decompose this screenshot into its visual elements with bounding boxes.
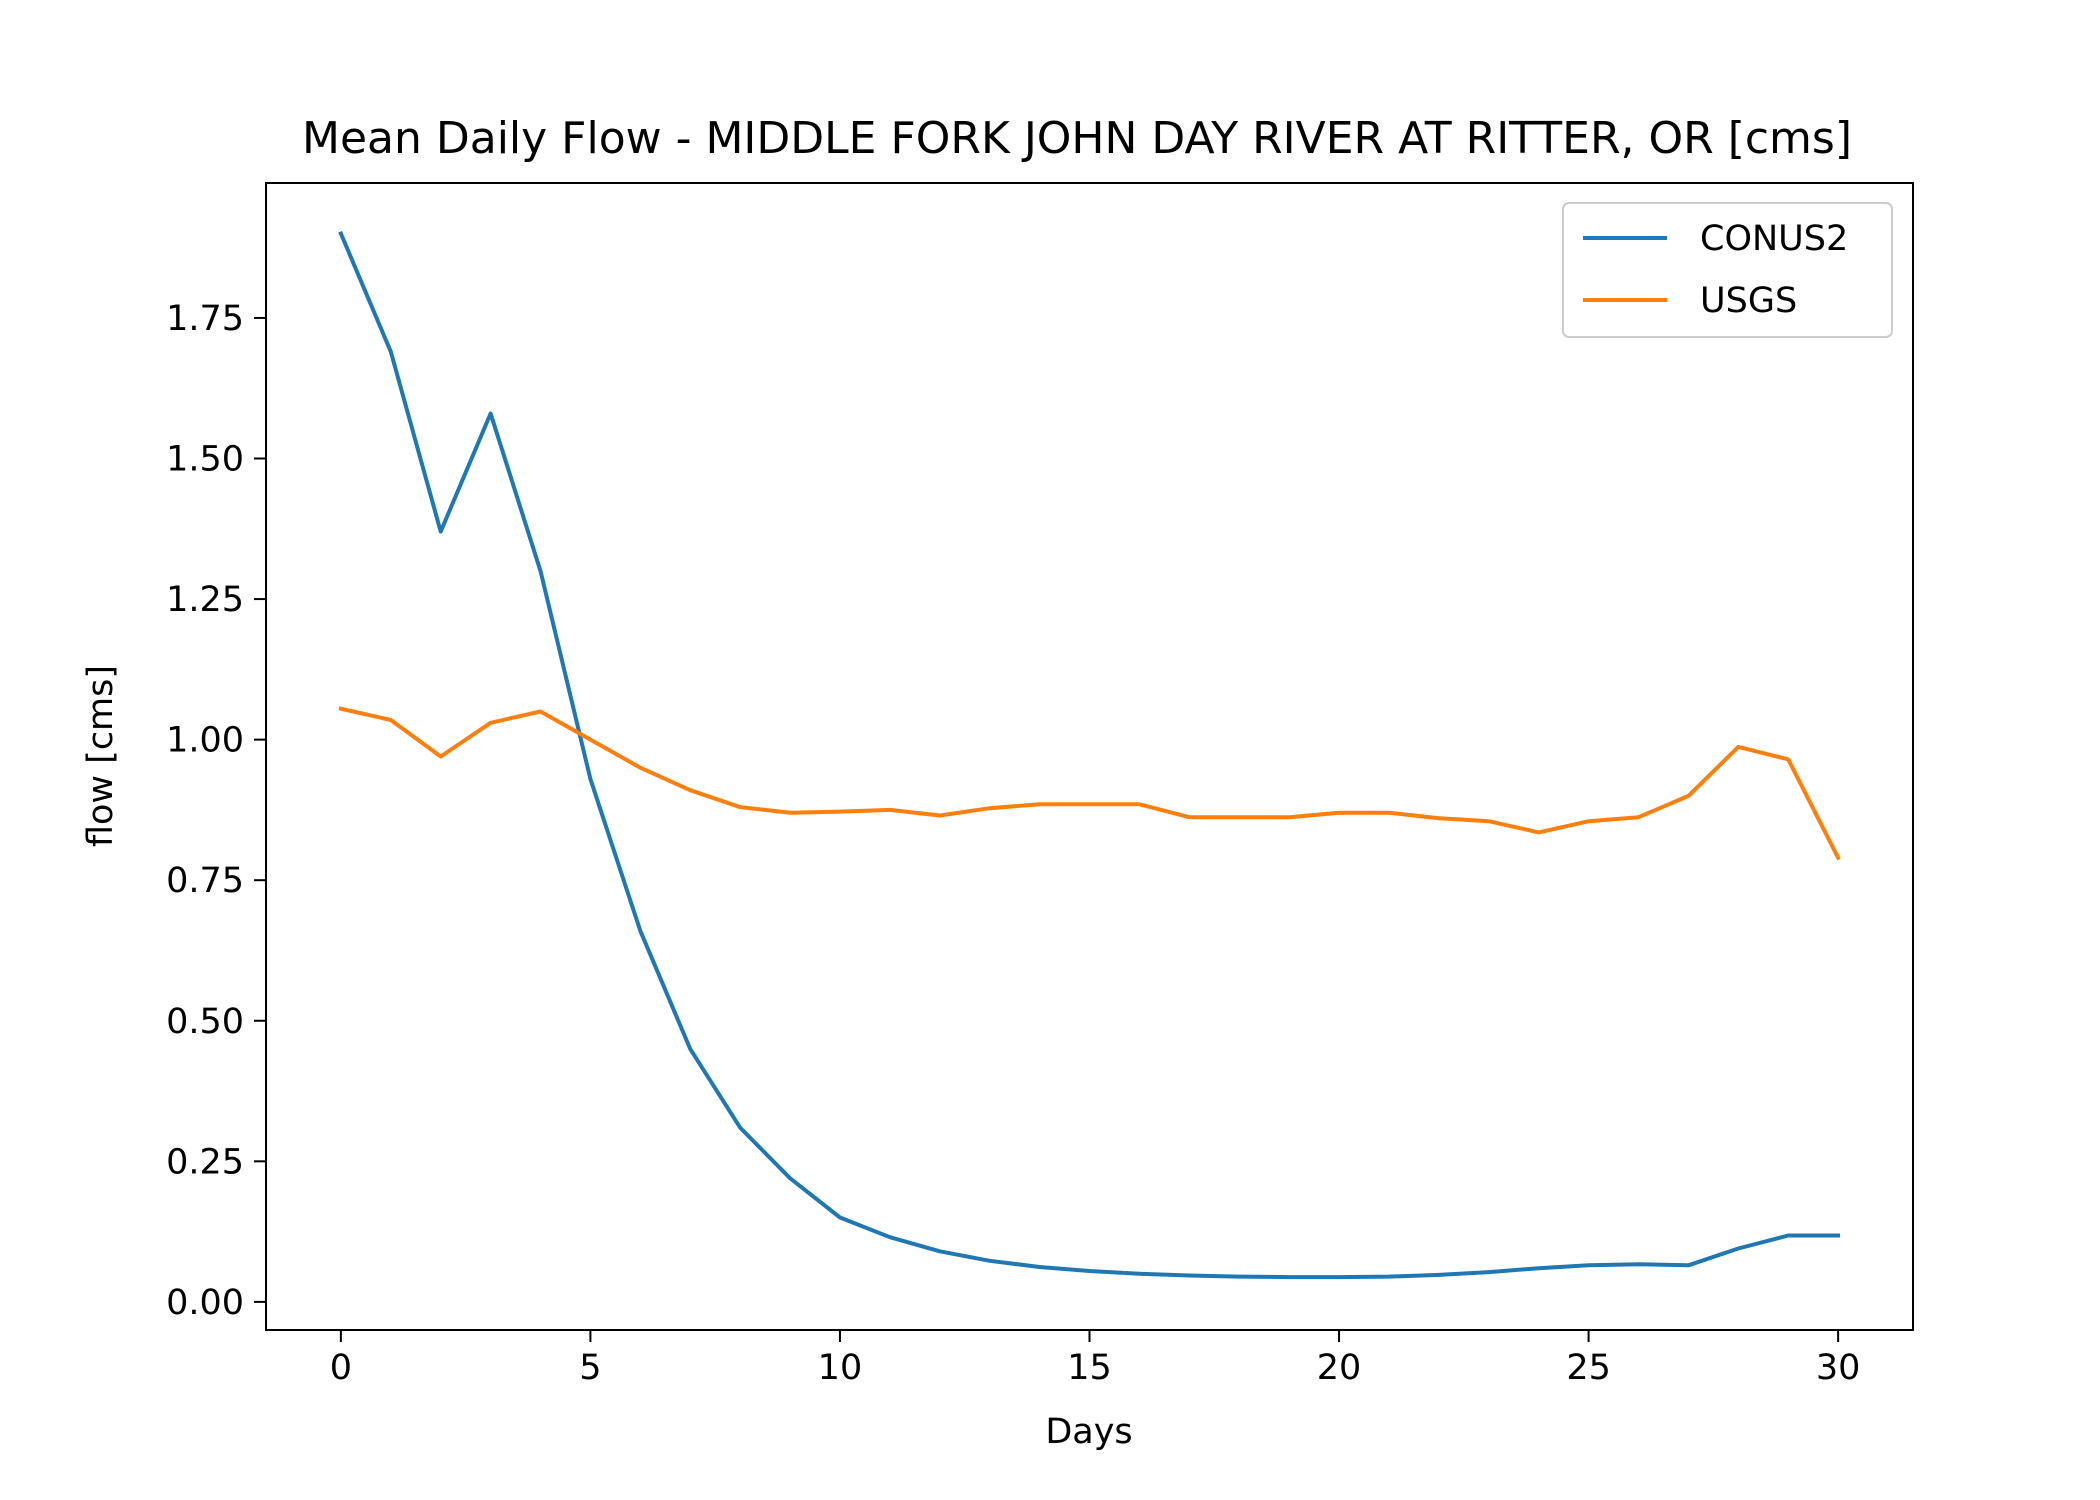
x-tick-label: 0 (330, 1348, 352, 1388)
series-line-usgs (338, 706, 1841, 861)
y-axis-label: flow [cms] (81, 665, 121, 847)
series-lines (338, 230, 1841, 1280)
chart-title: Mean Daily Flow - MIDDLE FORK JOHN DAY R… (302, 113, 1852, 164)
x-tick-label: 25 (1566, 1348, 1611, 1388)
x-axis: 0 5 10 15 20 25 30 (330, 1330, 1861, 1388)
x-axis-label: Days (1045, 1412, 1132, 1452)
legend-label-usgs: USGS (1700, 281, 1797, 321)
plot-area-frame (265, 182, 1914, 1331)
y-tick-label: 1.00 (166, 721, 244, 761)
x-tick-label: 15 (1067, 1348, 1112, 1388)
y-tick-label: 0.00 (166, 1283, 244, 1323)
x-tick-label: 20 (1317, 1348, 1362, 1388)
y-tick-label: 1.25 (166, 580, 244, 620)
legend-label-conus2: CONUS2 (1700, 219, 1848, 259)
y-tick-label: 0.75 (166, 861, 244, 901)
legend: CONUS2 USGS (1562, 202, 1893, 338)
y-tick-label: 0.50 (166, 1002, 244, 1042)
y-tick-label: 0.25 (166, 1142, 244, 1182)
x-tick-label: 10 (818, 1348, 863, 1388)
y-tick-label: 1.50 (166, 440, 244, 480)
y-tick-label: 1.75 (166, 299, 244, 339)
y-axis: 0.00 0.25 0.50 0.75 1.00 1.25 1.50 1.75 (166, 299, 266, 1323)
x-tick-label: 5 (579, 1348, 601, 1388)
series-line-conus2 (338, 230, 1841, 1280)
x-tick-label: 30 (1816, 1348, 1861, 1388)
